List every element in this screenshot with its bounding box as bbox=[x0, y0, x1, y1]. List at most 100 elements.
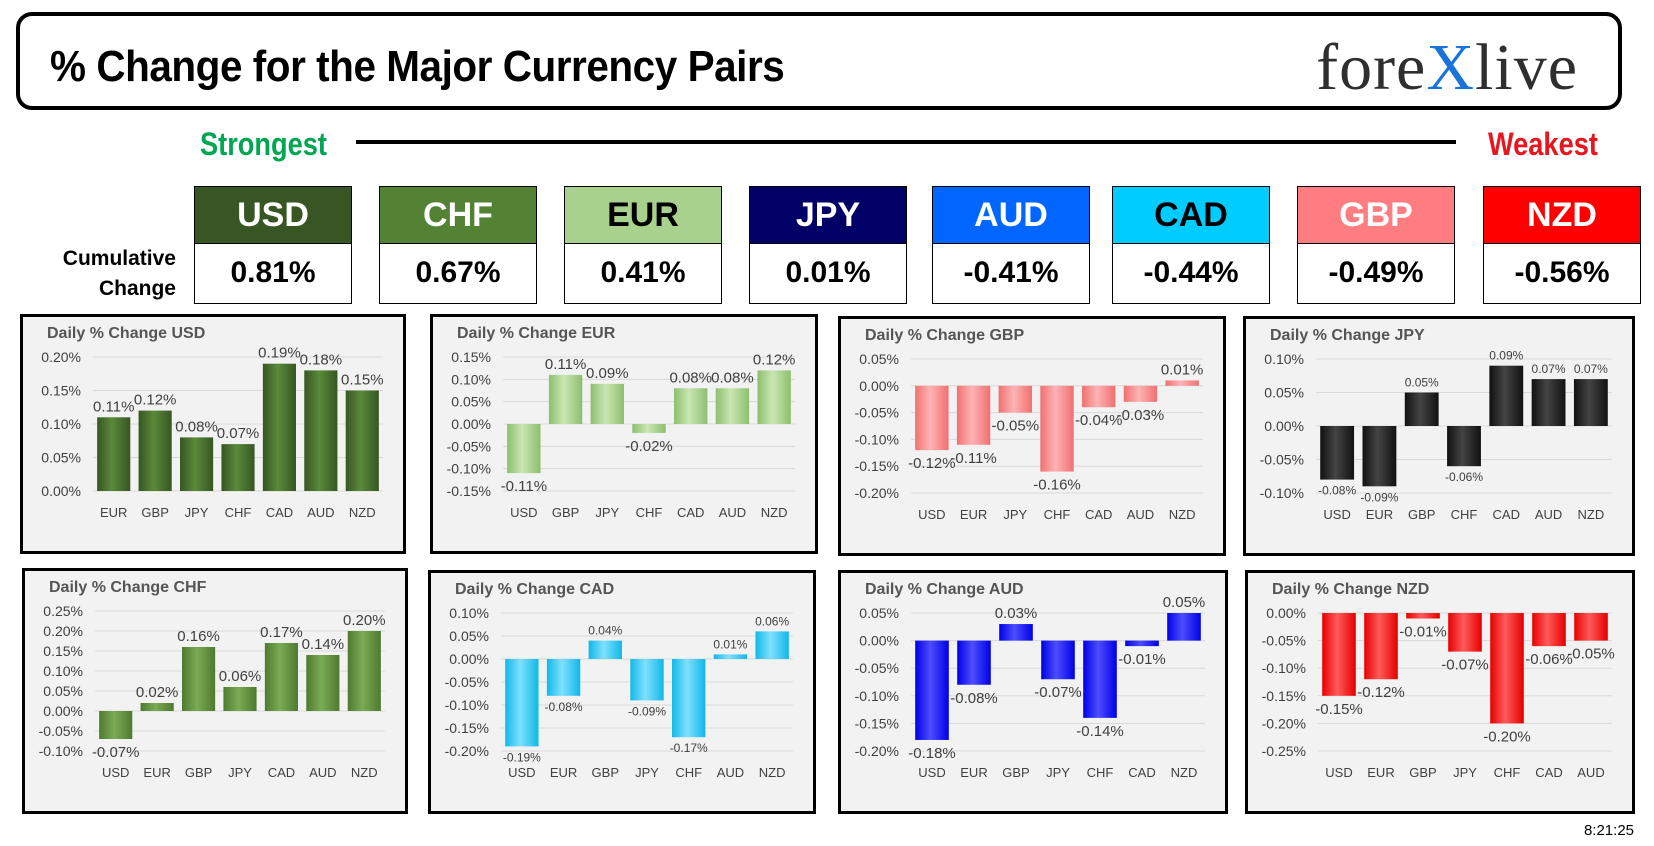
data-label: -0.18% bbox=[908, 745, 956, 762]
chart-title: Daily % Change EUR bbox=[457, 325, 616, 342]
data-label: -0.08% bbox=[545, 700, 583, 714]
bar-eur bbox=[546, 659, 581, 696]
bar-gbp bbox=[138, 410, 172, 491]
y-tick-label: 0.15% bbox=[43, 643, 83, 659]
data-label: 0.01% bbox=[713, 637, 747, 651]
y-tick-label: 0.00% bbox=[1266, 605, 1306, 621]
bar-cad bbox=[674, 388, 708, 424]
x-category-label: JPY bbox=[228, 765, 252, 780]
y-tick-label: 0.10% bbox=[41, 416, 81, 432]
x-category-label: AUD bbox=[1535, 507, 1562, 522]
y-tick-label: -0.10% bbox=[39, 743, 83, 759]
x-category-label: CAD bbox=[266, 505, 293, 520]
y-tick-label: 0.05% bbox=[859, 351, 899, 367]
y-tick-label: 0.00% bbox=[1264, 418, 1304, 434]
cumulative-change-value: -0.56% bbox=[1483, 244, 1641, 304]
bar-cad bbox=[1082, 385, 1116, 408]
x-category-label: NZD bbox=[759, 765, 786, 780]
y-tick-label: 0.00% bbox=[451, 416, 491, 432]
cumulative-change-value: -0.44% bbox=[1112, 244, 1270, 304]
currency-code: CAD bbox=[1112, 186, 1270, 244]
y-tick-label: 0.05% bbox=[1264, 385, 1304, 401]
forexlive-logo: foreXlive bbox=[1316, 30, 1578, 106]
y-tick-label: -0.15% bbox=[447, 483, 491, 499]
bar-chf bbox=[1490, 613, 1524, 724]
bar-cad bbox=[264, 643, 298, 711]
x-category-label: AUD bbox=[1127, 507, 1154, 522]
x-category-label: AUD bbox=[1577, 765, 1604, 780]
bar-eur bbox=[1364, 613, 1398, 680]
x-category-label: CHF bbox=[1044, 507, 1071, 522]
bar-chart: 0.25% 0.20% 0.15% 0.10% 0.05% 0.00% -0.05% -0.1… bbox=[39, 603, 386, 780]
data-label: 0.20% bbox=[343, 612, 386, 629]
bar-gbp bbox=[548, 374, 583, 424]
bar-eur bbox=[1362, 426, 1397, 487]
currency-code: AUD bbox=[932, 186, 1090, 244]
y-tick-label: -0.20% bbox=[445, 743, 489, 759]
data-label: -0.15% bbox=[1315, 701, 1363, 718]
x-category-label: EUR bbox=[550, 765, 577, 780]
bar-jpy bbox=[590, 383, 624, 424]
bar-aud bbox=[715, 388, 750, 424]
x-category-label: CHF bbox=[1451, 507, 1478, 522]
x-category-label: USD bbox=[918, 765, 945, 780]
data-label: 0.11% bbox=[545, 356, 586, 373]
bar-chart: 0.05% 0.00% -0.05% -0.10% -0.15% -0.20% -0.18%… bbox=[855, 594, 1206, 780]
data-label: -0.11% bbox=[950, 450, 996, 467]
data-label: 0.06% bbox=[219, 668, 262, 685]
y-tick-label: -0.10% bbox=[445, 697, 489, 713]
chart-title: Daily % Change JPY bbox=[1270, 327, 1425, 344]
logo-text-end: live bbox=[1475, 31, 1578, 104]
data-label: 0.07% bbox=[1532, 362, 1566, 376]
chart-panel-eur: Daily % Change EUR 0.15% 0.10% 0.05% 0.00% -0… bbox=[430, 314, 818, 554]
x-category-label: JPY bbox=[1453, 765, 1477, 780]
y-tick-label: 0.10% bbox=[449, 605, 489, 621]
bar-nzd bbox=[1167, 613, 1201, 641]
data-label: -0.14% bbox=[1076, 723, 1124, 740]
x-category-label: JPY bbox=[1046, 765, 1070, 780]
bar-aud bbox=[1531, 379, 1566, 426]
y-tick-label: 0.05% bbox=[41, 450, 81, 466]
y-tick-label: 0.10% bbox=[43, 663, 83, 679]
cumulative-change-value: 0.41% bbox=[564, 244, 722, 304]
data-label: 0.01% bbox=[1161, 361, 1204, 378]
y-tick-label: 0.00% bbox=[43, 703, 83, 719]
cumulative-change-label: Cumulative Change bbox=[36, 244, 176, 304]
chart-panel-nzd: Daily % Change NZD 0.00% -0.05% -0.10% -0.15… bbox=[1245, 570, 1635, 814]
chart-title: Daily % Change USD bbox=[47, 325, 206, 342]
x-category-label: CAD bbox=[677, 505, 704, 520]
bar-aud bbox=[306, 655, 340, 711]
y-tick-label: -0.20% bbox=[1262, 715, 1306, 731]
y-tick-label: -0.15% bbox=[1262, 688, 1306, 704]
bar-usd bbox=[505, 659, 539, 747]
bar-aud bbox=[1123, 385, 1158, 402]
x-category-label: USD bbox=[508, 765, 535, 780]
data-label: -0.03% bbox=[1117, 407, 1165, 424]
bar-nzd bbox=[755, 631, 789, 659]
bar-aud bbox=[713, 654, 748, 659]
strongest-label: Strongest bbox=[200, 126, 327, 162]
x-category-label: EUR bbox=[960, 765, 987, 780]
data-label: -0.02% bbox=[625, 438, 673, 455]
y-tick-label: -0.05% bbox=[1262, 633, 1306, 649]
data-label: -0.05% bbox=[992, 418, 1040, 435]
chart-panel-aud: Daily % Change AUD 0.05% 0.00% -0.05% -0.10%… bbox=[838, 570, 1228, 814]
x-category-label: NZD bbox=[349, 505, 376, 520]
bar-usd bbox=[507, 424, 541, 474]
data-label: -0.01% bbox=[1399, 624, 1447, 641]
x-category-label: CAD bbox=[1493, 507, 1520, 522]
data-label: -0.08% bbox=[1318, 484, 1356, 498]
x-category-label: AUD bbox=[309, 765, 336, 780]
currency-code: JPY bbox=[749, 186, 907, 244]
bar-gbp bbox=[588, 640, 622, 659]
y-tick-label: -0.05% bbox=[39, 723, 83, 739]
x-category-label: NZD bbox=[1577, 507, 1604, 522]
y-tick-label: 0.05% bbox=[859, 605, 899, 621]
x-category-label: CHF bbox=[636, 505, 663, 520]
strength-scale-line bbox=[356, 140, 1456, 144]
currency-box-chf: CHF 0.67% bbox=[379, 186, 537, 304]
data-label: 0.11% bbox=[93, 398, 134, 415]
x-category-label: GBP bbox=[141, 505, 168, 520]
chart-title: Daily % Change GBP bbox=[865, 327, 1025, 344]
bar-eur bbox=[97, 417, 131, 491]
